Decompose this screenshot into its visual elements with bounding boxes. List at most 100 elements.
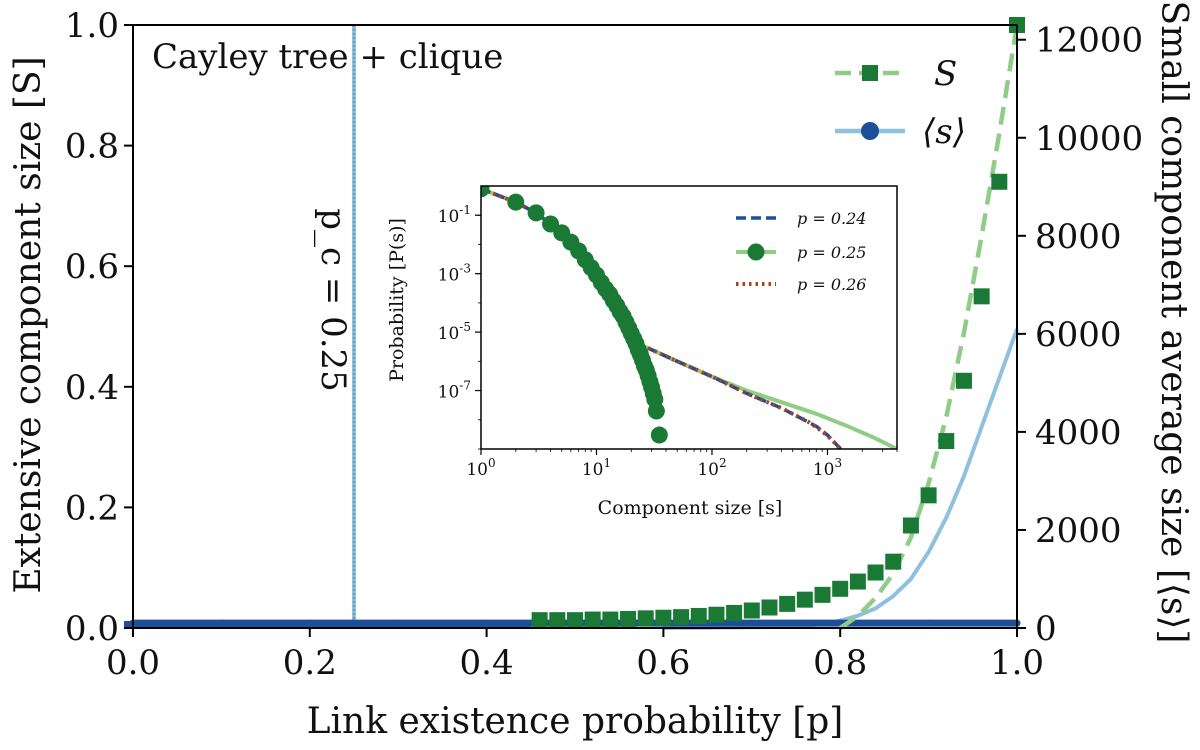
series-S-point: [796, 591, 813, 608]
series-S-point: [141, 620, 160, 628]
series-S-point: [549, 612, 566, 629]
inset-x-axis-label: Component size [s]: [598, 497, 783, 519]
series-S-point: [867, 564, 884, 581]
x-tick-label: 0.0: [106, 643, 160, 683]
y-right-tick-label: 4000: [1035, 413, 1122, 453]
inset-plot-area: [481, 186, 897, 449]
inset-legend-p025-marker: [747, 243, 765, 261]
series-S-point: [247, 620, 266, 628]
series-S-point: [424, 620, 443, 628]
series-S-point: [973, 288, 990, 305]
inset-x-tick-label: 103: [813, 456, 842, 480]
series-S-point: [920, 487, 937, 504]
inset-x-tick-label: 100: [466, 456, 495, 480]
inset-series-p025-point: [650, 426, 668, 444]
y-left-tick-label: 0.4: [65, 368, 119, 408]
series-S-point: [353, 620, 372, 628]
chart-title: Cayley tree + clique: [152, 37, 503, 77]
inset-y-tick-label: 10-1: [438, 203, 471, 227]
series-S-theory-line: [838, 24, 1020, 630]
y-left-tick-label: 1.0: [65, 6, 119, 46]
series-S-point: [955, 372, 972, 389]
series-S-point: [602, 611, 619, 628]
x-tick-label: 1.0: [990, 643, 1044, 683]
series-S-point: [371, 620, 390, 628]
series-S-point: [991, 173, 1008, 190]
inset-series-p025-point: [527, 204, 545, 222]
legend-S-marker: [862, 65, 878, 81]
series-S-point: [726, 604, 743, 621]
series-S-point: [495, 620, 514, 628]
x-tick-label: 0.2: [283, 643, 337, 683]
series-S-point: [318, 620, 337, 628]
y-right-tick-label: 2000: [1035, 511, 1122, 551]
legend: S ⟨s⟩: [835, 54, 966, 152]
chart-text: Cayley tree + clique Link existence prob…: [8, 1, 1194, 742]
series-S-point: [814, 586, 831, 603]
series-S-point: [620, 610, 637, 627]
y-axis-left-label: Extensive component size [S]: [8, 56, 49, 593]
series-S-point: [194, 620, 213, 628]
legend-s-avg-label: ⟨s⟩: [922, 112, 966, 152]
y-left-tick-label: 0.0: [65, 609, 119, 649]
inset-legend-p025-label: p = 0.25: [797, 243, 866, 262]
inset-legend-p026-label: p = 0.26: [797, 275, 866, 294]
legend-S-label: S: [934, 54, 957, 94]
series-S-point: [477, 620, 496, 628]
legend-s-avg-marker: [861, 122, 879, 140]
main-plot: 0.0 0.2 0.4 0.6 0.8 1.00.00.20.40.60.81.00200…: [65, 6, 1143, 683]
series-S-point: [406, 620, 425, 628]
series-S-point: [159, 620, 178, 628]
y-left-tick-label: 0.2: [65, 488, 119, 528]
series-S-point: [459, 620, 478, 628]
y-right-tick-label: 8000: [1035, 217, 1122, 257]
y-left-tick-label: 0.6: [65, 247, 119, 287]
y-right-tick-label: 10000: [1035, 119, 1143, 159]
series-S-point: [265, 620, 284, 628]
inset-series-p026-line: [481, 186, 843, 449]
series-S-point: [902, 517, 919, 534]
series-S-point: [212, 620, 231, 628]
y-left-tick-label: 0.8: [65, 127, 119, 167]
series-S-point: [743, 602, 760, 619]
series-S-point: [761, 599, 778, 616]
inset-y-tick-label: 10-3: [438, 262, 471, 286]
series-S-point: [673, 609, 690, 626]
series-S-point: [512, 620, 531, 628]
series-S-point: [177, 620, 196, 628]
y-right-tick-label: 6000: [1035, 315, 1122, 355]
inset-frame: [480, 185, 898, 450]
x-axis-label: Link existence probability [p]: [307, 701, 844, 742]
inset-legend: p = 0.24 p = 0.25 p = 0.26: [736, 209, 866, 294]
inset-series-p025-point: [647, 402, 665, 420]
x-tick-label: 0.4: [460, 643, 514, 683]
series-S-point: [849, 573, 866, 590]
series-S-point: [283, 620, 302, 628]
inset-y-tick-label: 10-5: [438, 320, 471, 344]
series-s-avg-point: [925, 619, 933, 627]
series-s-avg-point: [748, 619, 756, 627]
series-S-point: [938, 433, 955, 450]
series-S-point: [336, 620, 355, 628]
series-S-point: [655, 609, 672, 626]
series-S-point: [300, 620, 319, 628]
inset-series-p025-point: [507, 193, 525, 211]
series-S-point: [531, 612, 548, 629]
series-S-point: [637, 610, 654, 627]
inset-series-p025-point: [481, 186, 490, 198]
series-S-point: [389, 620, 408, 628]
series-S-point: [567, 612, 583, 629]
inset-x-tick-label: 101: [582, 456, 611, 480]
inset-y-axis-label: Probability [P(s)]: [386, 218, 408, 382]
series-S-point: [230, 620, 249, 628]
series-S-point: [832, 580, 849, 597]
x-tick-label: 0.8: [813, 643, 867, 683]
x-tick-label: 0.6: [636, 643, 690, 683]
series-S-point: [779, 595, 796, 612]
series-S-point: [885, 553, 902, 570]
inset-y-tick-label: 10-7: [438, 379, 471, 403]
series-S-point: [442, 620, 461, 628]
inset-legend-p024-label: p = 0.24: [797, 209, 866, 228]
